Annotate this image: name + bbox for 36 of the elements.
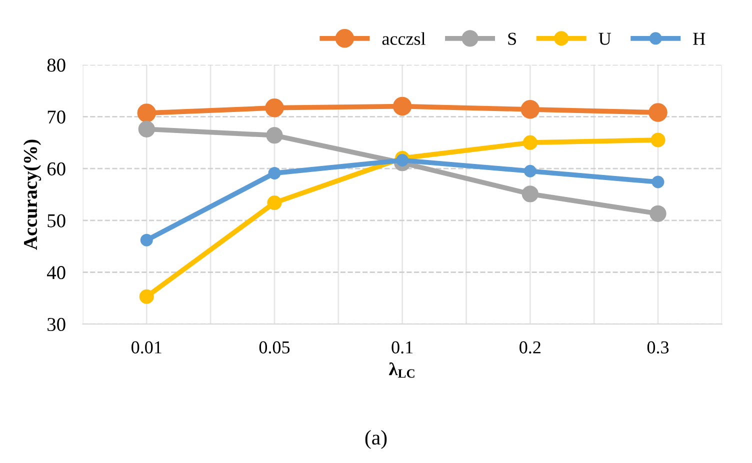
x-tick-label: 0.1 [392,341,413,354]
y-axis-title: Accuracy(%) [23,140,42,250]
point [652,176,664,188]
point [137,104,156,122]
y-tick-label: 60 [47,162,66,176]
point [650,205,666,222]
x-tick-label: 0.01 [132,341,162,354]
point [522,186,538,202]
legend-label: U [598,32,611,45]
legend-label: H [693,32,706,45]
point [524,164,536,178]
legend-label: S [508,32,516,45]
x-tick-label: 0.05 [259,341,290,354]
x-axis-title: λ$_{LC}$ [388,362,414,378]
point [139,289,154,304]
y-tick-label: 70 [48,110,66,124]
y-tick-label: 50 [48,214,66,228]
x-tick-label: 0.2 [520,341,540,354]
point [266,127,283,144]
y-tick-label: 30 [48,318,66,332]
point [265,98,284,118]
y-tick-label: 40 [46,266,66,280]
point [138,120,155,138]
y-tick-label: 80 [47,58,66,72]
point [140,234,153,246]
point [268,166,281,180]
x-tick-label: 0.3 [647,341,669,354]
point [392,96,412,116]
point [650,132,666,148]
legend-label: acczsl [382,32,426,45]
point [648,103,668,122]
point [520,100,540,119]
point [267,195,282,210]
point [396,154,409,166]
point [522,135,538,150]
text: (a) [365,430,387,449]
